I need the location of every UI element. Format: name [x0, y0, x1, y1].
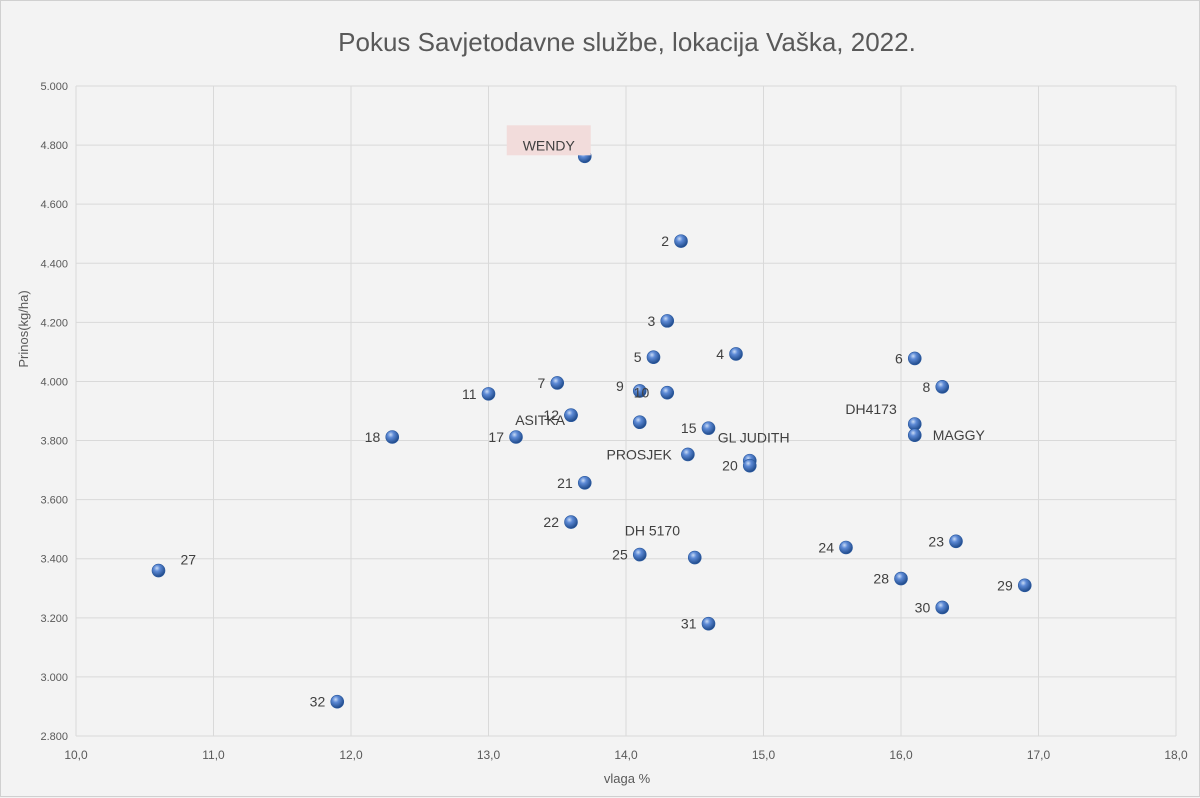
y-tick-label: 4.800 [40, 140, 68, 152]
x-tick-label: 16,0 [889, 748, 913, 762]
y-tick-label: 4.400 [40, 258, 68, 270]
data-point [385, 430, 400, 444]
y-tick-label: 4.000 [40, 376, 68, 388]
x-tick-label: 12,0 [339, 748, 363, 762]
data-label: 7 [537, 375, 545, 391]
data-label: DH 5170 [625, 523, 680, 539]
y-tick-label: 4.600 [40, 199, 68, 211]
data-label: 25 [612, 547, 628, 563]
data-label: 4 [716, 346, 724, 362]
data-point [660, 314, 675, 328]
data-point [701, 616, 716, 631]
data-point [935, 379, 950, 394]
data-label: 11 [462, 386, 477, 402]
data-point [681, 447, 695, 462]
data-label: 30 [915, 599, 931, 615]
data-label: GL JUDITH [718, 430, 790, 446]
x-tick-label: 17,0 [1027, 748, 1051, 762]
highlight-label-box [506, 125, 591, 156]
data-point [907, 428, 922, 443]
data-label: 21 [557, 475, 573, 491]
data-point [564, 515, 578, 529]
data-label: 31 [681, 616, 697, 632]
x-tick-label: 10,0 [64, 748, 88, 762]
data-label: 6 [895, 350, 903, 366]
grid [75, 85, 1177, 737]
x-axis-ticks: 10,0 11,0 12,0 13,0 14,0 15,0 16,0 17,0 18,0 [64, 748, 1188, 762]
chart-title: Pokus Savjetodavne službe, lokacija Vašk… [338, 27, 916, 57]
y-tick-label: 3.600 [40, 495, 68, 507]
x-tick-label: 11,0 [202, 748, 225, 762]
data-point [660, 385, 675, 400]
data-point [481, 387, 496, 401]
data-label: ASITKA [515, 412, 565, 428]
y-axis-ticks: 2.800 3.000 3.200 3.400 3.600 3.800 4.000 4.200… [40, 81, 68, 743]
data-label: 22 [543, 514, 559, 530]
y-tick-label: 3.200 [40, 613, 68, 625]
x-axis-title: vlaga % [604, 771, 651, 786]
data-label: 9 [616, 378, 624, 394]
data-label: 3 [647, 313, 655, 329]
data-point [742, 458, 757, 473]
y-tick-label: 5.000 [40, 81, 68, 93]
data-label: 28 [873, 571, 889, 587]
data-label: 8 [922, 379, 930, 395]
x-tick-label: 15,0 [752, 748, 776, 762]
data-point [330, 694, 345, 709]
data-point [151, 563, 166, 578]
data-label: 12 [543, 407, 559, 423]
data-point [935, 600, 950, 615]
data-point [646, 350, 661, 365]
x-tick-label: 14,0 [614, 748, 638, 762]
data-label: 20 [722, 458, 738, 474]
y-tick-label: 3.400 [40, 554, 68, 566]
data-point [949, 534, 963, 549]
data-point [632, 415, 647, 430]
data-point [1017, 578, 1032, 593]
y-tick-label: 3.000 [40, 672, 68, 684]
data-label: MAGGY [933, 427, 986, 443]
x-tick-label: 13,0 [477, 748, 501, 762]
data-label: 29 [997, 577, 1013, 593]
data-label: 2 [661, 233, 669, 249]
data-label: 23 [928, 533, 944, 549]
data-points [151, 149, 1032, 709]
data-point [632, 384, 647, 398]
data-point [564, 408, 578, 422]
data-point [550, 376, 565, 390]
y-axis-title: Prinos(kg/ha) [16, 290, 31, 367]
data-point [907, 351, 922, 366]
data-label: 15 [681, 420, 697, 436]
y-tick-label: 4.200 [40, 317, 68, 329]
data-point [577, 475, 592, 490]
data-point [729, 347, 743, 361]
data-point [509, 430, 523, 444]
x-tick-label: 18,0 [1164, 748, 1188, 762]
y-tick-label: 2.800 [40, 731, 68, 743]
data-label: PROSJEK [607, 446, 673, 462]
data-label: 27 [181, 552, 197, 568]
data-point [632, 547, 647, 562]
data-point [701, 421, 716, 435]
data-point [839, 540, 853, 555]
data-label: 32 [310, 694, 326, 710]
data-point [674, 234, 688, 248]
data-point [894, 571, 908, 586]
data-label: 24 [818, 540, 834, 556]
data-label: 18 [365, 429, 381, 445]
data-label: WENDY [523, 137, 576, 153]
data-label: DH4173 [845, 401, 897, 417]
data-label: 17 [488, 429, 504, 445]
y-tick-label: 3.800 [40, 436, 68, 448]
data-label: 5 [634, 349, 642, 365]
data-point [687, 550, 702, 565]
data-label: 10 [634, 385, 650, 401]
